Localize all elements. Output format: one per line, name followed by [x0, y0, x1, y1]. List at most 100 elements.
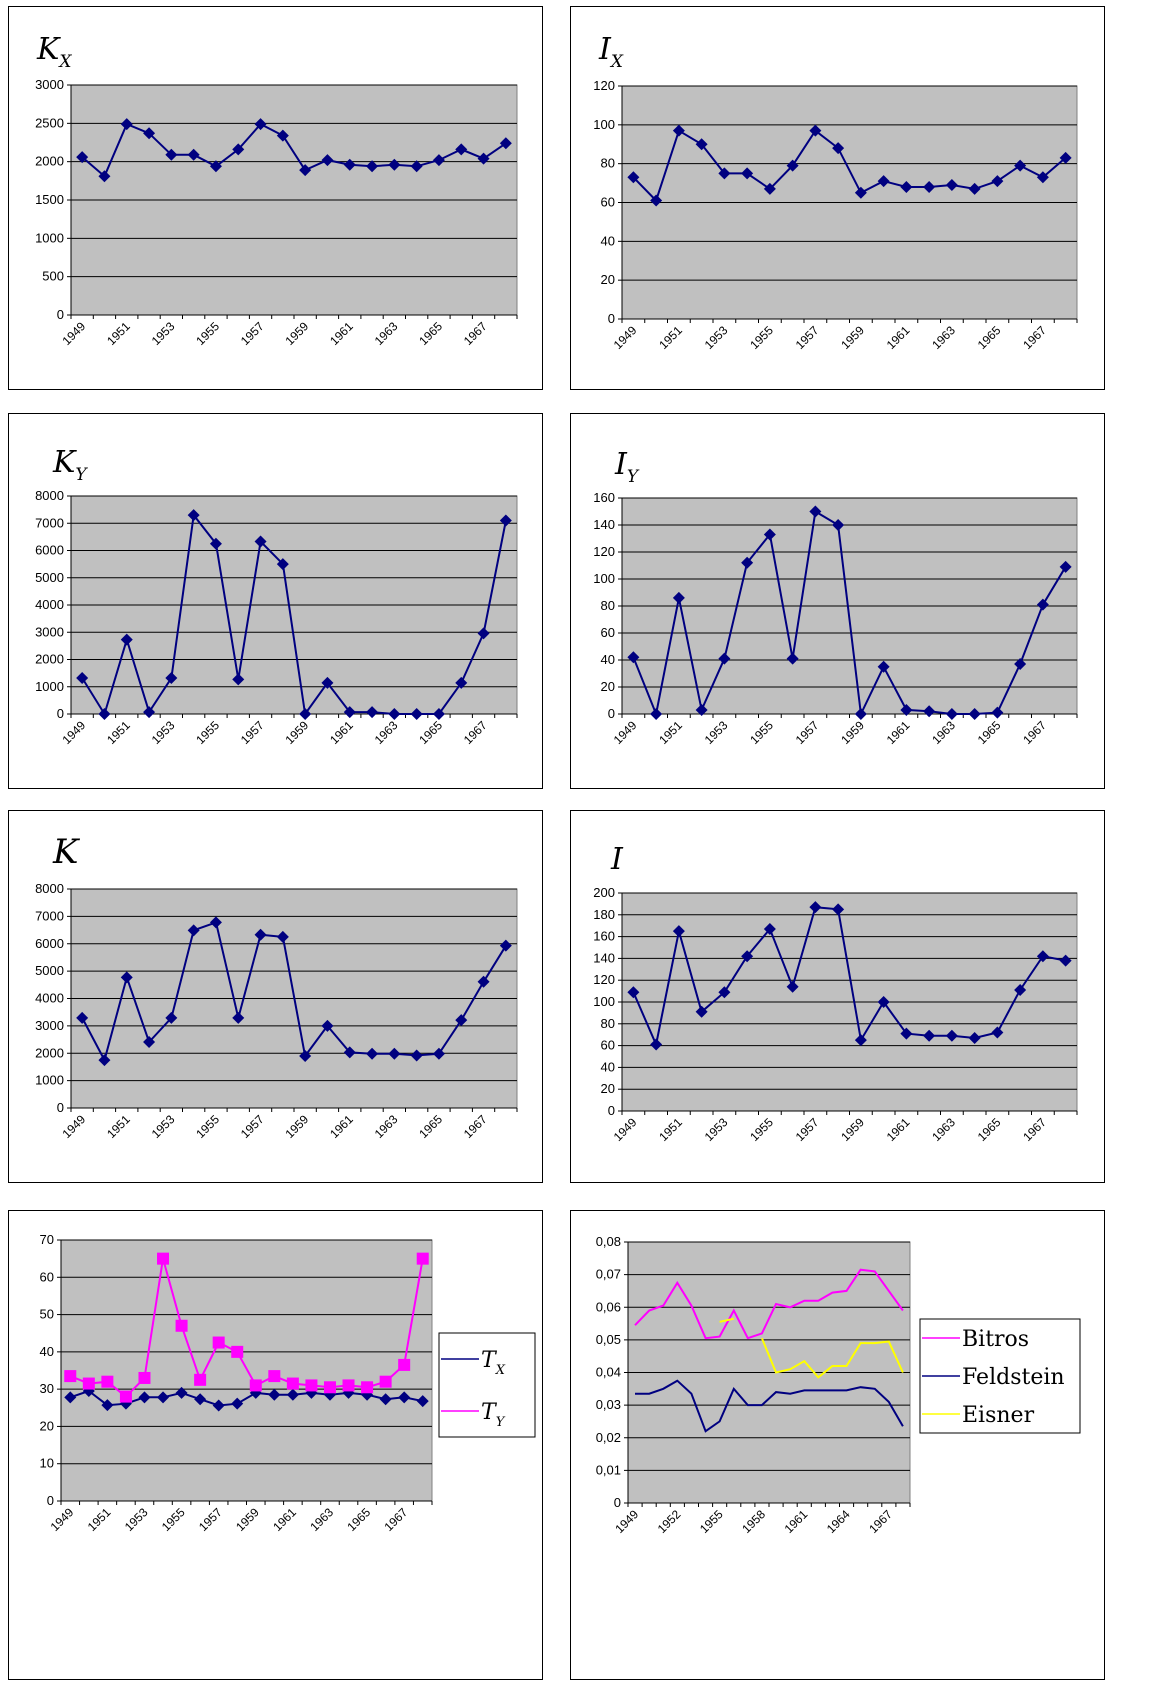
y-tick-label: 120 [593, 78, 615, 93]
x-tick-label: 1951 [656, 718, 685, 747]
x-tick-label: 1955 [193, 718, 222, 747]
x-tick-label: 1949 [611, 1115, 640, 1144]
x-tick-label: 1959 [282, 1112, 311, 1141]
data-point [268, 1370, 280, 1382]
y-tick-label: 20 [601, 272, 615, 287]
y-tick-label: 140 [593, 517, 615, 532]
y-tick-label: 70 [40, 1232, 54, 1247]
x-tick-label: 1961 [782, 1507, 811, 1536]
x-tick-label: 1965 [344, 1505, 373, 1534]
data-point [157, 1253, 169, 1265]
y-tick-label: 80 [601, 156, 615, 171]
x-tick-label: 1957 [238, 319, 267, 348]
x-tick-label: 1957 [793, 323, 822, 352]
x-tick-label: 1949 [48, 1505, 77, 1534]
chart-svg: KX 0 500 1000 1500 2000 2500 3000 1949 1951 1953 19… [9, 7, 542, 389]
x-tick-label: 1965 [975, 323, 1004, 352]
x-tick-label: 1955 [747, 323, 776, 352]
chart-svg: K0100020003000400050006000700080001949 19… [9, 811, 542, 1182]
y-tick-label: 2500 [35, 115, 64, 130]
y-tick-label: 0 [47, 1493, 54, 1508]
chart-title: I [610, 842, 624, 877]
data-point [305, 1379, 317, 1391]
y-tick-label: 0,06 [596, 1299, 621, 1314]
x-tick-label: 1963 [307, 1505, 336, 1534]
x-tick-label: 1957 [238, 718, 267, 747]
x-tick-label: 1961 [327, 319, 356, 348]
x-tick-label: 1967 [866, 1507, 895, 1536]
y-tick-label: 20 [601, 1081, 615, 1096]
chart-title: IY [614, 447, 640, 487]
y-tick-label: 0,08 [596, 1234, 621, 1249]
x-tick-label: 1949 [59, 1112, 88, 1141]
chart-panel-kx: KX 0 500 1000 1500 2000 2500 3000 1949 1951 1953 19… [8, 6, 543, 390]
x-tick-label: 1953 [149, 718, 178, 747]
y-tick-label: 7000 [35, 515, 64, 530]
chart-panel-rates: 0 0,01 0,02 0,03 0,04 0,05 0,06 0,07 0,08 1949 195… [570, 1210, 1105, 1680]
x-tick-label: 1949 [59, 319, 88, 348]
x-tick-label: 1961 [884, 1115, 913, 1144]
y-tick-label: 6000 [35, 936, 64, 951]
y-tick-label: 0 [614, 1495, 621, 1510]
data-point [324, 1381, 336, 1393]
chart-svg: 00,010,020,030,040,050,060,070,081949 195… [571, 1211, 1104, 1679]
y-tick-label: 40 [601, 1059, 615, 1074]
x-tick-label: 1961 [884, 718, 913, 747]
x-tick-label: 1959 [282, 718, 311, 747]
x-tick-label: 1967 [1020, 718, 1049, 747]
y-tick-label: 0 [57, 1100, 64, 1115]
x-tick-label: 1963 [929, 1115, 958, 1144]
x-tick-label: 1964 [824, 1507, 853, 1536]
x-tick-label: 1949 [59, 718, 88, 747]
y-tick-label: 20 [601, 679, 615, 694]
x-tick-label: 1951 [85, 1505, 114, 1534]
x-tick-label: 1953 [149, 1112, 178, 1141]
x-tick-label: 1957 [196, 1505, 225, 1534]
x-tick-label: 1961 [270, 1505, 299, 1534]
y-tick-label: 100 [593, 117, 615, 132]
legend-label: Bitros [962, 1327, 1029, 1352]
chart-panel-t: 0 10 20 30 40 50 60 70 1949 1951 1953 1955 1957 1959 1… [8, 1210, 543, 1680]
data-point [101, 1376, 113, 1388]
legend-label: Feldstein [962, 1365, 1065, 1390]
y-tick-label: 0,04 [596, 1365, 621, 1380]
chart-svg: 0102030405060701949 1951 1953 1955 1957 1959 1… [9, 1211, 542, 1679]
x-tick-label: 1967 [382, 1505, 411, 1534]
chart-svg: I 0 20 40 60 80 100 120 140 160 180 200 1949 1951 1953… [571, 811, 1104, 1182]
chart-title: KX [36, 32, 72, 72]
legend-label: Eisner [962, 1403, 1035, 1428]
x-tick-label: 1963 [372, 1112, 401, 1141]
chart-panel-iy: IY 0 20 40 60 80 100 120 140 160 1949 1951 1953 1955 1… [570, 413, 1105, 789]
data-point [398, 1359, 410, 1371]
y-tick-label: 2000 [35, 1045, 64, 1060]
data-point [380, 1376, 392, 1388]
x-tick-label: 1951 [656, 323, 685, 352]
x-tick-label: 1957 [793, 718, 822, 747]
x-tick-label: 1965 [975, 1115, 1004, 1144]
x-tick-label: 1955 [159, 1505, 188, 1534]
data-point [83, 1378, 95, 1390]
x-tick-label: 1955 [747, 1115, 776, 1144]
y-tick-label: 100 [593, 994, 615, 1009]
y-tick-label: 10 [40, 1456, 54, 1471]
x-tick-label: 1963 [929, 323, 958, 352]
y-tick-label: 0 [57, 706, 64, 721]
y-tick-label: 1500 [35, 192, 64, 207]
y-tick-label: 2000 [35, 652, 64, 667]
y-tick-label: 0,03 [596, 1397, 621, 1412]
x-tick-label: 1955 [193, 1112, 222, 1141]
y-tick-label: 0 [57, 307, 64, 322]
data-point [194, 1374, 206, 1386]
x-tick-label: 1957 [793, 1115, 822, 1144]
y-tick-label: 6000 [35, 543, 64, 558]
y-tick-label: 0 [608, 706, 615, 721]
chart-panel-ix: IX 0 20 40 60 80 100 120 1949 1951 1953 1955 1957 195… [570, 6, 1105, 390]
data-point [176, 1320, 188, 1332]
x-tick-label: 1949 [611, 718, 640, 747]
data-point [64, 1370, 76, 1382]
x-tick-label: 1955 [193, 319, 222, 348]
y-tick-label: 0,05 [596, 1332, 621, 1347]
y-tick-label: 30 [40, 1381, 54, 1396]
chart-svg: IY0204060801001201401601949 1951 1953 1955 1… [571, 414, 1104, 788]
x-tick-label: 1961 [327, 718, 356, 747]
